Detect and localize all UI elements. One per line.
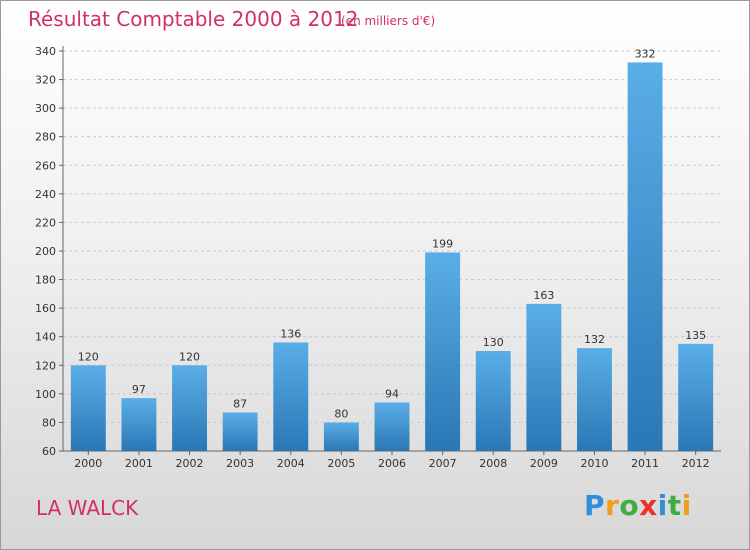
data-label: 120 [179,350,200,363]
town-name: LA WALCK [36,496,139,520]
bar [323,422,359,451]
data-label: 199 [432,237,453,250]
bar [576,348,612,451]
x-tick-label: 2007 [429,457,457,470]
bar [222,412,258,451]
x-tick-label: 2002 [176,457,204,470]
bar [475,351,511,451]
x-tick-label: 2001 [125,457,153,470]
y-tick-label: 120 [35,359,56,372]
logo-letter: o [619,489,640,522]
chart-title: Résultat Comptable 2000 à 2012 [28,7,359,31]
y-tick-label: 200 [35,245,56,258]
data-label: 136 [280,327,301,340]
x-tick-label: 2004 [277,457,305,470]
data-label: 120 [78,350,99,363]
x-tick-label: 2010 [580,457,608,470]
y-tick-label: 60 [42,445,56,458]
bar [627,62,663,452]
x-tick-label: 2012 [682,457,710,470]
label-layer: 120 97 120 87 136 80 94 199 130 163 132 332 135 [78,47,706,420]
data-label: 135 [685,329,706,342]
logo-letter: i [681,489,692,522]
y-tick-label: 220 [35,216,56,229]
chart-subtitle: (en milliers d'€) [341,14,436,28]
x-tick-label: 2003 [226,457,254,470]
data-label: 163 [533,289,554,302]
y-tick-label: 160 [35,302,56,315]
y-tick-label: 280 [35,131,56,144]
y-tick-label: 260 [35,159,56,172]
y-tick-label: 140 [35,331,56,344]
bar-layer [70,62,714,452]
x-tick-label: 2009 [530,457,558,470]
y-tick-label: 180 [35,274,56,287]
logo-letter: i [657,489,668,522]
bar [374,402,410,451]
y-tick-label: 240 [35,188,56,201]
y-tick-label: 300 [35,102,56,115]
data-label: 87 [233,397,247,410]
x-tick-label: 2011 [631,457,659,470]
x-tick-label: 2000 [74,457,102,470]
bar [425,252,461,451]
data-label: 130 [483,336,504,349]
y-tick-label: 80 [42,416,56,429]
logo-letter: t [667,489,682,522]
proxiti-logo: Proxiti [584,489,692,522]
x-tick-label: 2006 [378,457,406,470]
x-tick-label: 2005 [327,457,355,470]
logo-letter: P [584,489,606,522]
data-label: 97 [132,383,146,396]
logo-letter: x [639,489,658,522]
y-tick-label: 100 [35,388,56,401]
bar [172,365,208,451]
bar [526,303,562,451]
data-label: 94 [385,387,399,400]
data-label: 132 [584,333,605,346]
data-label: 80 [334,407,348,420]
bar [678,343,714,451]
data-label: 332 [635,47,656,60]
y-tick-label: 320 [35,74,56,87]
bar [70,365,106,451]
logo-letter: r [605,489,620,522]
bar [121,398,157,451]
y-tick-label: 340 [35,45,56,58]
bar [273,342,309,451]
x-tick-label: 2008 [479,457,507,470]
